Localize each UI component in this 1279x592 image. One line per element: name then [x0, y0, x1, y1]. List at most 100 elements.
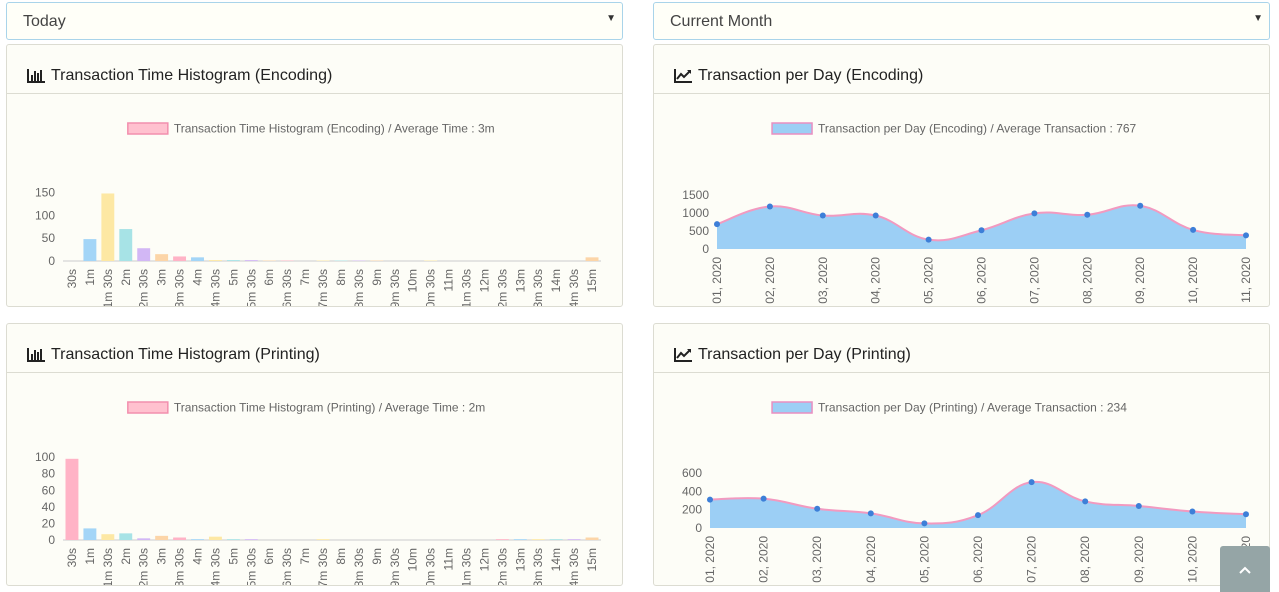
- histogram-bar: [65, 458, 79, 540]
- y-tick-label: 500: [689, 224, 709, 238]
- histogram-bar: [244, 260, 258, 261]
- histogram-bar: [137, 248, 151, 261]
- histogram-bar: [226, 539, 240, 540]
- histogram-bar: [226, 260, 240, 261]
- legend-label: Transaction per Day (Printing) / Average…: [818, 401, 1127, 415]
- histogram-bar: [119, 229, 133, 261]
- x-tick-label: 11m: [442, 548, 456, 570]
- x-tick-label: 2m: [119, 548, 133, 565]
- x-tick-label: 7m 30s: [316, 269, 330, 306]
- bar-chart-icon: [27, 69, 45, 83]
- x-tick-label: Sep. 06, 2020: [971, 536, 985, 585]
- hist-printing-svg: Transaction Time Histogram (Printing) / …: [35, 401, 601, 585]
- x-tick-label: 10m 30s: [424, 548, 438, 585]
- panel-header: Transaction per Day (Printing): [654, 324, 1269, 373]
- histogram-bar: [173, 537, 187, 540]
- x-tick-label: 10m 30s: [424, 269, 438, 306]
- data-point: [766, 203, 773, 210]
- x-tick-label: 15m: [585, 548, 599, 571]
- histogram-bar: [513, 539, 527, 540]
- x-tick-label: 7m: [298, 548, 312, 565]
- x-tick-label: 2m 30s: [137, 548, 151, 585]
- x-tick-label: Sep. 04, 2020: [864, 536, 878, 585]
- histogram-bar: [191, 539, 204, 540]
- y-tick-label: 50: [42, 231, 56, 245]
- histogram-bar: [173, 256, 187, 261]
- x-tick-label: 4m 30s: [208, 548, 222, 585]
- x-tick-label: 1m 30s: [101, 548, 115, 585]
- y-tick-label: 600: [682, 466, 702, 480]
- panel-header: Transaction Time Histogram (Encoding): [7, 45, 622, 94]
- x-tick-label: 5m 30s: [244, 269, 258, 306]
- x-tick-label: 5m 30s: [244, 548, 258, 585]
- y-tick-label: 100: [35, 450, 55, 464]
- period-select-left[interactable]: Today ▼: [6, 2, 623, 40]
- x-tick-label: 5m: [226, 548, 240, 565]
- histogram-bar: [137, 538, 151, 540]
- histogram-bar: [316, 539, 330, 540]
- histogram-bar: [208, 536, 222, 540]
- y-tick-label: 1500: [682, 188, 709, 202]
- x-tick-label: 13m: [513, 269, 527, 292]
- data-point: [1243, 511, 1249, 518]
- line-encoding-svg: Transaction per Day (Encoding) / Average…: [682, 122, 1253, 307]
- line-printing-panel: Transaction per Day (Printing) Transacti…: [653, 323, 1270, 586]
- y-tick-label: 100: [35, 208, 55, 222]
- x-tick-label: Sep. 05, 2020: [917, 536, 931, 585]
- x-tick-label: 14m: [549, 269, 563, 292]
- caret-down-icon: ▼: [1253, 13, 1263, 24]
- x-tick-label: 13m: [513, 548, 527, 571]
- period-select-right-value: Current Month: [670, 13, 773, 30]
- x-tick-label: 13m 30s: [531, 548, 545, 585]
- x-tick-label: 6m 30s: [280, 548, 294, 585]
- x-tick-label: Sep. 08, 2020: [1078, 536, 1092, 585]
- x-tick-label: 13m 30s: [531, 269, 545, 306]
- hist-encoding-panel: Transaction Time Histogram (Encoding) Tr…: [6, 44, 623, 307]
- x-tick-label: 14m 30s: [567, 548, 581, 585]
- histogram-bar: [83, 239, 97, 261]
- data-point: [819, 212, 826, 219]
- y-tick-label: 0: [695, 521, 702, 535]
- x-tick-label: 7m 30s: [316, 548, 330, 585]
- data-point: [1031, 210, 1038, 217]
- x-tick-label: 30s: [65, 548, 79, 567]
- data-point: [1189, 508, 1196, 515]
- x-tick-label: 3m: [155, 269, 169, 286]
- y-tick-label: 40: [42, 500, 56, 514]
- hist-encoding-svg: Transaction Time Histogram (Encoding) / …: [35, 122, 601, 306]
- x-tick-label: Sep. 02, 2020: [757, 536, 771, 585]
- area-fill: [717, 205, 1246, 249]
- x-tick-label: 14m 30s: [567, 269, 581, 306]
- histogram-bar: [244, 539, 258, 540]
- y-tick-label: 80: [42, 467, 56, 481]
- data-point: [814, 505, 821, 512]
- x-tick-label: Sep. 10, 2020: [1185, 536, 1199, 585]
- legend-swatch: [771, 401, 813, 414]
- x-tick-label: 4m 30s: [208, 269, 222, 306]
- histogram-bar: [101, 534, 115, 540]
- legend-label: Transaction Time Histogram (Printing) / …: [174, 401, 485, 415]
- x-tick-label: 4m: [191, 269, 205, 286]
- histogram-bar: [101, 193, 115, 261]
- x-tick-label: 30s: [65, 269, 79, 288]
- x-tick-label: 1m: [83, 269, 97, 286]
- scroll-to-top-button[interactable]: [1220, 546, 1270, 592]
- panel-title: Transaction per Day (Printing): [698, 346, 911, 363]
- x-tick-label: Sep. 03, 2020: [816, 257, 830, 306]
- x-tick-label: 1m 30s: [101, 269, 115, 306]
- bar-chart-icon: [27, 348, 45, 362]
- y-tick-label: 150: [35, 186, 55, 200]
- period-select-right[interactable]: Current Month ▼: [653, 2, 1270, 40]
- data-point: [921, 520, 928, 527]
- x-tick-label: 11m 30s: [460, 269, 474, 306]
- data-point: [1028, 479, 1035, 486]
- data-point: [978, 227, 985, 234]
- area-fill: [710, 481, 1246, 528]
- x-tick-label: 12m 30s: [495, 269, 509, 306]
- x-tick-label: Sep. 06, 2020: [975, 257, 989, 306]
- x-tick-label: 8m: [334, 269, 348, 286]
- histogram-bar: [531, 539, 545, 540]
- line-chart-icon: [674, 69, 692, 83]
- histogram-bar: [567, 539, 581, 540]
- x-tick-label: Sep. 07, 2020: [1027, 257, 1041, 306]
